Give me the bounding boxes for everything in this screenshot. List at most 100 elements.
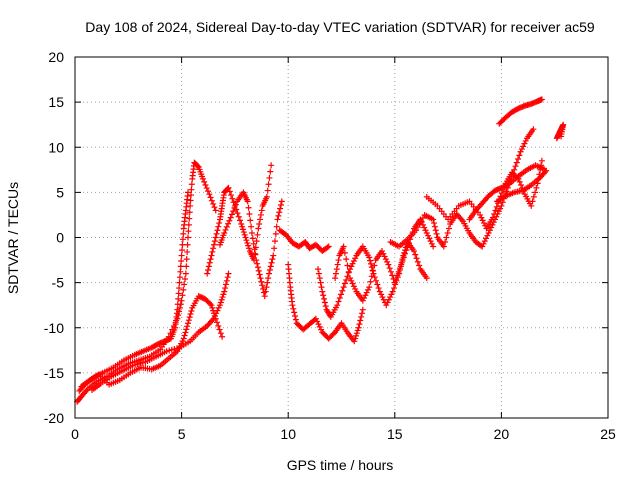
data-point	[263, 193, 270, 200]
data-point	[516, 178, 523, 185]
data-point	[370, 267, 377, 274]
data-point	[318, 284, 325, 291]
data-point	[378, 291, 385, 298]
data-point	[228, 192, 235, 199]
data-point	[183, 263, 190, 270]
x-tick-label: 0	[71, 426, 79, 442]
data-point	[217, 299, 224, 306]
data-point	[349, 280, 356, 287]
data-point	[177, 263, 184, 270]
data-point	[385, 296, 392, 303]
data-point	[234, 210, 241, 217]
data-point	[292, 316, 299, 323]
data-point	[364, 286, 371, 293]
data-point	[179, 292, 186, 299]
data-point	[229, 195, 236, 202]
data-point	[430, 216, 437, 223]
data-point	[402, 250, 409, 257]
data-point	[543, 167, 550, 174]
data-point	[210, 245, 217, 252]
data-point	[205, 263, 212, 270]
data-point	[175, 295, 182, 302]
data-point	[175, 290, 182, 297]
data-point	[357, 317, 364, 324]
satellite-track-4	[89, 270, 232, 394]
data-point	[215, 304, 222, 311]
data-point	[188, 181, 195, 188]
data-point	[489, 214, 496, 221]
data-point	[178, 252, 185, 259]
data-point	[249, 235, 256, 242]
data-point	[185, 317, 192, 324]
data-point	[187, 197, 194, 204]
chart-title: Day 108 of 2024, Sidereal Day-to-day VTE…	[85, 19, 595, 35]
y-tick-label: -5	[52, 275, 65, 291]
data-point	[336, 294, 343, 301]
data-point	[248, 223, 255, 230]
data-point	[398, 261, 405, 268]
data-point	[275, 212, 282, 219]
data-point	[368, 273, 375, 280]
data-point	[273, 223, 280, 230]
data-point	[255, 267, 262, 274]
satellite-track-6	[216, 189, 285, 300]
data-point	[428, 240, 435, 247]
data-point	[503, 188, 510, 195]
satellite-track-12	[466, 162, 548, 223]
data-point	[443, 234, 450, 241]
data-point	[347, 275, 354, 282]
data-point	[226, 188, 233, 195]
data-point	[213, 310, 220, 317]
data-point	[379, 248, 386, 255]
data-point	[289, 302, 296, 309]
data-point	[491, 211, 498, 218]
data-point	[176, 279, 183, 286]
data-point	[427, 238, 434, 245]
data-point	[222, 226, 229, 233]
data-point	[216, 302, 223, 309]
data-point	[266, 174, 273, 181]
data-point	[217, 330, 224, 337]
data-point	[352, 285, 359, 292]
data-point	[532, 189, 539, 196]
data-point	[431, 220, 438, 227]
data-point	[240, 226, 247, 233]
data-point	[174, 301, 181, 308]
data-point	[215, 322, 222, 329]
data-point	[174, 306, 181, 313]
data-point	[257, 275, 264, 282]
data-point	[205, 188, 212, 195]
data-point	[315, 321, 322, 328]
data-point	[416, 262, 423, 269]
data-point	[376, 288, 383, 295]
axis-ticks: 0 5 10 15 20 25 -20 -15 -10 -5 0 5 10 15 20	[44, 49, 616, 442]
data-point	[379, 294, 386, 301]
data-point	[209, 304, 216, 311]
data-point	[395, 268, 402, 275]
data-point	[387, 268, 394, 275]
data-point	[253, 257, 260, 264]
data-point	[351, 338, 358, 345]
data-point	[238, 220, 245, 227]
grid-lines	[75, 57, 608, 418]
data-point	[522, 137, 529, 144]
data-point	[442, 239, 449, 246]
data-point	[181, 281, 188, 288]
x-tick-label: 5	[178, 426, 186, 442]
data-point	[208, 302, 215, 309]
data-point	[186, 215, 193, 222]
data-point	[533, 184, 540, 191]
data-point	[431, 223, 438, 230]
data-point	[341, 280, 348, 287]
satellite-track-3	[78, 293, 226, 390]
data-point	[211, 241, 218, 248]
data-point	[385, 261, 392, 268]
data-point	[485, 229, 492, 236]
data-point	[359, 297, 366, 304]
data-point	[214, 307, 221, 314]
data-point	[215, 223, 222, 230]
data-point	[202, 181, 209, 188]
data-point	[226, 217, 233, 224]
data-point	[340, 284, 347, 291]
